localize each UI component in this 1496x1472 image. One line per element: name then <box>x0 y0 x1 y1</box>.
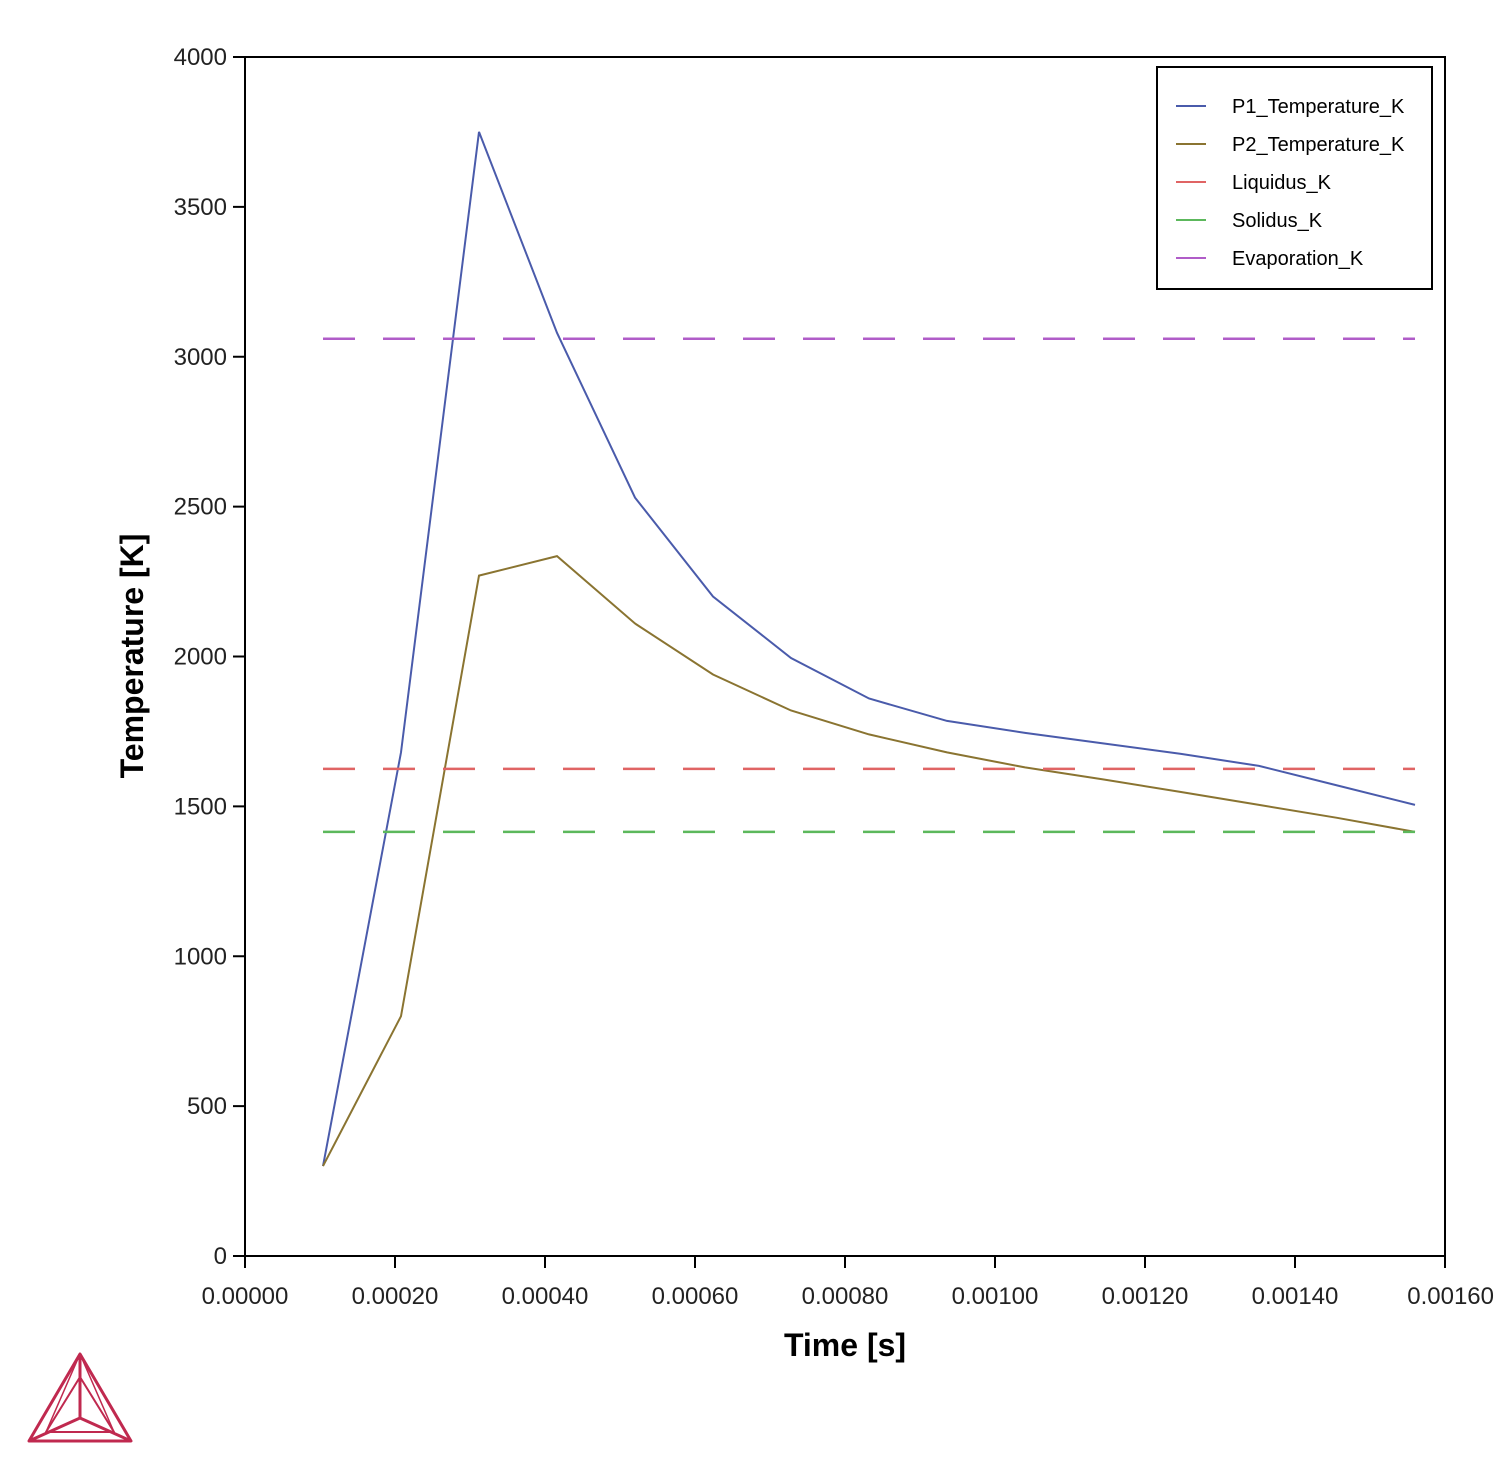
y-tick-label: 2500 <box>174 494 227 521</box>
y-tick-label: 2000 <box>174 644 227 671</box>
x-tick-label: 0.00080 <box>802 1283 889 1310</box>
x-tick-label: 0.00140 <box>1252 1283 1339 1310</box>
y-tick-label: 3000 <box>174 344 227 371</box>
x-tick-label: 0.00060 <box>652 1283 739 1310</box>
y-tick-label: 4000 <box>174 44 227 71</box>
thermo-calc-triangle-logo-icon <box>27 1352 133 1443</box>
y-axis-ticks: 0 500 1000 1500 2000 2500 3000 3500 4000 <box>174 44 245 1270</box>
x-tick-label: 0.00160 <box>1407 1283 1494 1310</box>
y-tick-label: 1000 <box>174 943 227 970</box>
y-tick-label: 0 <box>214 1243 227 1270</box>
x-tick-label: 0.00020 <box>352 1283 439 1310</box>
legend-entry: Solidus_K <box>1232 210 1323 232</box>
x-axis-ticks: 0.00000 0.00020 0.00040 0.00060 0.00080 0.001… <box>202 1256 1494 1310</box>
y-axis-title: Temperature [K] <box>114 534 150 779</box>
x-tick-label: 0.00040 <box>502 1283 589 1310</box>
legend-entry: P2_Temperature_K <box>1232 134 1405 156</box>
y-tick-label: 500 <box>187 1093 227 1120</box>
y-tick-label: 3500 <box>174 194 227 221</box>
legend-entry: P1_Temperature_K <box>1232 96 1405 118</box>
x-tick-label: 0.00000 <box>202 1283 289 1310</box>
series-line-p1-temperature-k <box>322 131 1416 1167</box>
legend-box <box>1156 66 1433 290</box>
series-line-p2-temperature-k <box>322 555 1416 1167</box>
series-layer <box>322 131 1416 1167</box>
legend: P1_Temperature_K P2_Temperature_K Liquidus… <box>1156 66 1433 290</box>
y-tick-label: 1500 <box>174 793 227 820</box>
x-tick-label: 0.00120 <box>1102 1283 1189 1310</box>
legend-entry: Liquidus_K <box>1232 172 1332 194</box>
x-axis-title: Time [s] <box>784 1327 906 1363</box>
legend-items: P1_Temperature_K P2_Temperature_K Liquidus… <box>1176 96 1405 270</box>
x-tick-label: 0.00100 <box>952 1283 1039 1310</box>
legend-entry: Evaporation_K <box>1232 248 1364 270</box>
